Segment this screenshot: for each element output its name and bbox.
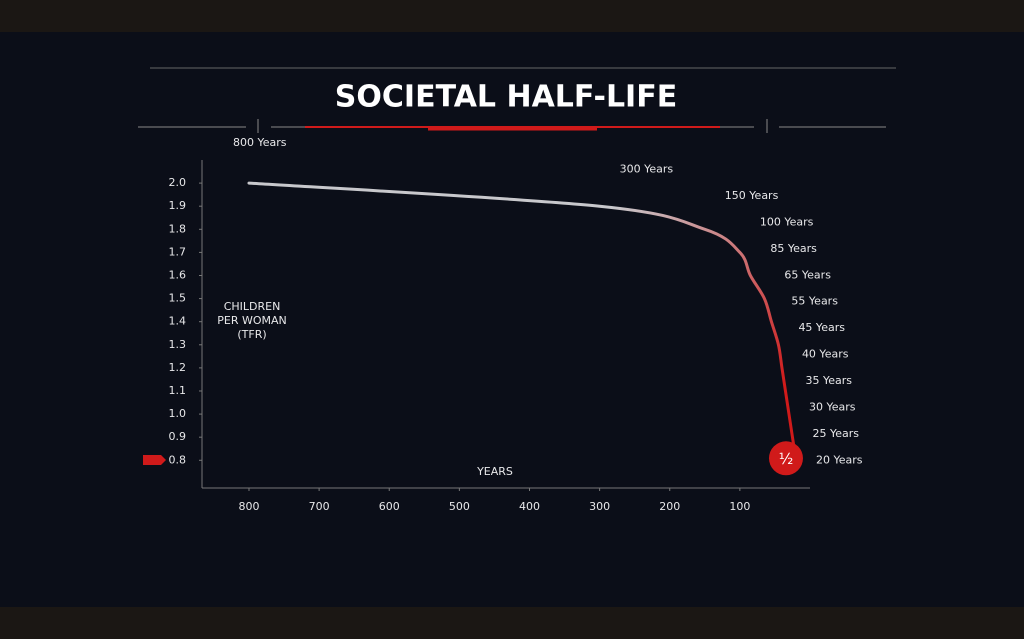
y-tick-label: 1.4 bbox=[169, 315, 187, 328]
x-tick-label: 100 bbox=[729, 500, 750, 513]
value-label: 55 Years bbox=[791, 295, 838, 308]
y-axis-label: PER WOMAN bbox=[217, 314, 287, 327]
value-label: 35 Years bbox=[805, 374, 852, 387]
y-tick-label: 0.8 bbox=[169, 453, 187, 466]
end-marker bbox=[768, 441, 803, 476]
x-tick-label: 200 bbox=[659, 500, 680, 513]
chart-title: SOCIETAL HALF-LIFE bbox=[335, 80, 677, 115]
value-label: 150 Years bbox=[725, 189, 779, 202]
value-label: 100 Years bbox=[760, 215, 814, 228]
value-label: 25 Years bbox=[812, 427, 859, 440]
y-tick-label: 1.7 bbox=[169, 245, 187, 258]
x-tick-label: 600 bbox=[379, 500, 400, 513]
value-label: 65 Years bbox=[784, 268, 831, 281]
y-axis-label: (TFR) bbox=[237, 328, 266, 341]
value-label: 300 Years bbox=[620, 163, 674, 176]
y-tick-label: 1.5 bbox=[169, 292, 187, 305]
y-tick-label: 1.1 bbox=[169, 384, 187, 397]
pointer bbox=[143, 455, 166, 465]
x-tick-label: 700 bbox=[309, 500, 330, 513]
x-tick-label: 800 bbox=[238, 500, 259, 513]
y-axis-label: CHILDREN bbox=[224, 300, 281, 313]
y-tick-label: 1.3 bbox=[169, 338, 187, 351]
value-label: 30 Years bbox=[809, 400, 856, 413]
y-tick-label: 1.6 bbox=[169, 268, 187, 281]
x-axis-label: YEARS bbox=[476, 465, 513, 478]
bottom-bar bbox=[0, 607, 1024, 639]
x-tick-label: 500 bbox=[449, 500, 470, 513]
value-label: 800 Years bbox=[233, 136, 287, 149]
x-tick-label: 300 bbox=[589, 500, 610, 513]
y-tick-label: 1.0 bbox=[169, 407, 187, 420]
y-tick-label: 1.8 bbox=[169, 222, 187, 235]
top-bar bbox=[0, 0, 1024, 32]
end-marker-label: ½ bbox=[779, 450, 794, 468]
value-label: 20 Years bbox=[816, 453, 863, 466]
y-tick-label: 2.0 bbox=[169, 176, 187, 189]
y-tick-label: 1.2 bbox=[169, 361, 187, 374]
value-label: 45 Years bbox=[798, 321, 845, 334]
y-tick-label: 1.9 bbox=[169, 199, 187, 212]
value-label: 40 Years bbox=[802, 348, 849, 361]
x-tick-label: 400 bbox=[519, 500, 540, 513]
value-label: 85 Years bbox=[770, 242, 817, 255]
curve bbox=[247, 181, 798, 462]
y-tick-label: 0.9 bbox=[169, 430, 187, 443]
